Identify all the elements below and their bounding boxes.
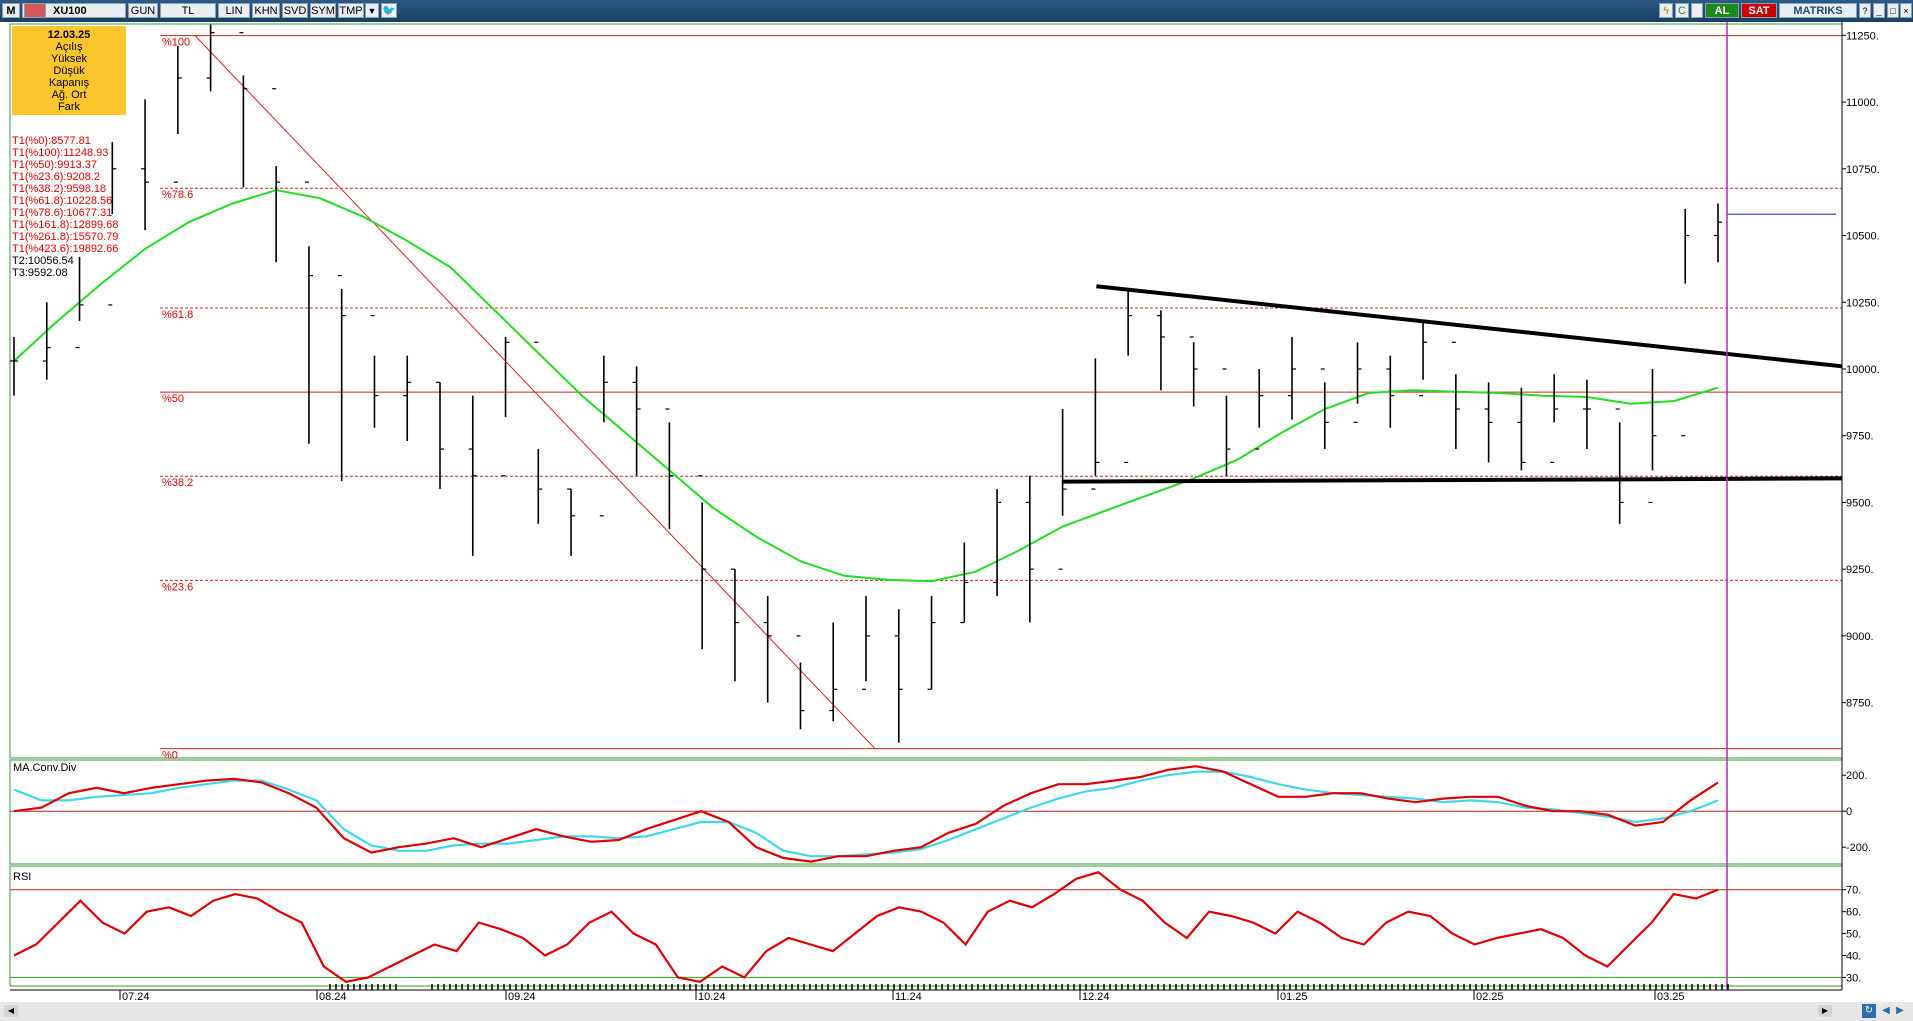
time-axis-label-5: 12.24 [1082, 991, 1110, 1003]
matriks-m-button[interactable]: M [2, 3, 20, 18]
svd-button[interactable]: SVD [282, 3, 308, 18]
scroll-left-icon[interactable]: ◀ [4, 1005, 18, 1017]
dropdown-arrow-icon[interactable]: ▼ [365, 3, 379, 18]
fib-target-text: T1(%38.2):9598.18 [12, 183, 107, 195]
fib-label-3: %50 [162, 393, 184, 405]
macd-axis-label-1: 0 [1846, 806, 1852, 818]
matriks-brand: MATRIKS [1779, 3, 1857, 18]
fib-target-text: T1(%50):9913.37 [12, 159, 97, 171]
resistance-trendline [1096, 284, 1843, 369]
info-date: 12.03.25 [47, 29, 91, 41]
nav-right-icon[interactable]: ▶ [1896, 1005, 1904, 1016]
tl-button[interactable]: TL [160, 3, 216, 18]
price-axis-label-3: 9500. [1846, 497, 1874, 509]
rsi-axis-label-4: 70. [1846, 885, 1861, 897]
rsi-axis-label-0: 30. [1846, 972, 1861, 984]
gun-button[interactable]: GUN [128, 3, 158, 18]
scroll-right-icon[interactable]: ▶ [1818, 1005, 1832, 1017]
fib-target-text: T2:10056.54 [12, 255, 74, 267]
symbol-icon [24, 3, 46, 18]
price-axis-label-0: 8750. [1846, 698, 1874, 710]
ohlc-info-box: 12.03.25 Açılış Yüksek Düşük Kapanış Ağ.… [12, 26, 126, 115]
rsi-line [13, 870, 1719, 983]
rsi-title: RSI [13, 871, 31, 883]
window-icon[interactable] [1691, 3, 1703, 18]
al-button[interactable]: AL [1705, 3, 1739, 18]
sync-icon[interactable]: ↻ [1862, 1004, 1876, 1018]
close-icon[interactable]: × [1900, 3, 1912, 18]
fib-target-text: T1(%423.6):19892.66 [12, 243, 119, 255]
price-axis-label-4: 9750. [1846, 431, 1874, 443]
price-panel-frame [9, 23, 1843, 759]
price-axis-label-6: 10250. [1846, 297, 1880, 309]
fib-target-text: T1(%161.8):12899.68 [12, 219, 119, 231]
help-icon[interactable]: ? [1859, 3, 1871, 18]
toolbar: M XU100 GUN TL LIN KHN SVD SYM TMP ▼ 🐦 ϟ… [0, 0, 1913, 22]
info-row-low: Düşük [53, 65, 85, 77]
price-axis-label-7: 10500. [1846, 231, 1880, 243]
info-row-close: Kapanış [48, 77, 90, 89]
maximize-icon[interactable]: □ [1887, 3, 1899, 18]
macd-title: MA.Conv.Div [13, 762, 77, 774]
price-axis-label-5: 10000. [1846, 364, 1880, 376]
time-axis-label-7: 02.25 [1476, 991, 1504, 1003]
tmp-button[interactable]: TMP [338, 3, 364, 18]
fib-trend-diagonal [194, 35, 876, 749]
fib-label-4: %38.2 [162, 477, 193, 489]
rsi-panel-frame [9, 865, 1843, 987]
time-axis-label-2: 09.24 [508, 991, 536, 1003]
fib-label-1: %78.6 [162, 189, 193, 201]
refresh-icon[interactable]: C [1675, 3, 1689, 18]
minimize-icon[interactable]: _ [1873, 3, 1885, 18]
khn-button[interactable]: KHN [252, 3, 280, 18]
macd-axis-label-0: -200. [1846, 842, 1871, 854]
fib-label-0: %100 [162, 37, 190, 49]
lightning-icon[interactable]: ϟ [1659, 3, 1673, 18]
fib-target-text: T1(%100):11248.93 [12, 147, 109, 159]
nav-left-icon[interactable]: ◀ [1882, 1005, 1890, 1016]
horizontal-scrollbar[interactable]: ◀ ▶ ↻ ◀ ▶ [0, 1002, 1913, 1021]
rsi-axis-label-2: 50. [1846, 929, 1861, 941]
rsi-axis-label-3: 60. [1846, 907, 1861, 919]
price-axis-label-2: 9250. [1846, 564, 1874, 576]
time-axis-label-4: 11.24 [895, 991, 922, 1003]
price-axis-label-1: 9000. [1846, 631, 1874, 643]
macd-axis-label-2: 200. [1846, 770, 1867, 782]
sat-button[interactable]: SAT [1741, 3, 1777, 18]
price-axis-label-9: 11000. [1846, 97, 1879, 109]
sym-button[interactable]: SYM [310, 3, 336, 18]
fib-target-text: T3:9592.08 [12, 267, 68, 279]
time-axis-label-8: 03.25 [1657, 991, 1685, 1003]
info-row-high: Yüksek [50, 53, 88, 65]
info-row-open: Açılış [55, 41, 83, 53]
fib-label-6: %0 [162, 750, 178, 762]
macd-signal-line [13, 770, 1719, 858]
fib-target-text: T1(%261.8):15570.79 [12, 231, 119, 243]
fib-target-text: T1(%61.8):10228.56 [12, 195, 113, 207]
lin-button[interactable]: LIN [218, 3, 250, 18]
info-row-wavg: Ağ. Ort [51, 89, 87, 101]
price-axis-label-10: 11250. [1846, 30, 1879, 42]
macd-line [13, 765, 1719, 863]
price-axis-label-8: 10750. [1846, 164, 1880, 176]
fib-target-text: T1(%0):8577.81 [12, 135, 91, 147]
symbol-field[interactable]: XU100 [22, 3, 126, 18]
fib-target-text: T1(%78.6):10677.31 [12, 207, 113, 219]
time-axis-label-0: 07.24 [122, 991, 150, 1003]
info-row-diff: Fark [58, 101, 80, 113]
fib-label-2: %61.8 [162, 309, 193, 321]
time-axis-label-3: 10.24 [698, 991, 726, 1003]
moving-average-line [13, 189, 1719, 583]
fib-label-5: %23.6 [162, 581, 193, 593]
time-axis-label-6: 01.25 [1280, 991, 1308, 1003]
support-trendline [1063, 476, 1843, 484]
twitter-icon[interactable]: 🐦 [381, 3, 397, 18]
time-axis-label-1: 08.24 [319, 991, 347, 1003]
rsi-axis-label-1: 40. [1846, 951, 1861, 963]
fib-target-text: T1(%23.6):9208.2 [12, 171, 101, 183]
